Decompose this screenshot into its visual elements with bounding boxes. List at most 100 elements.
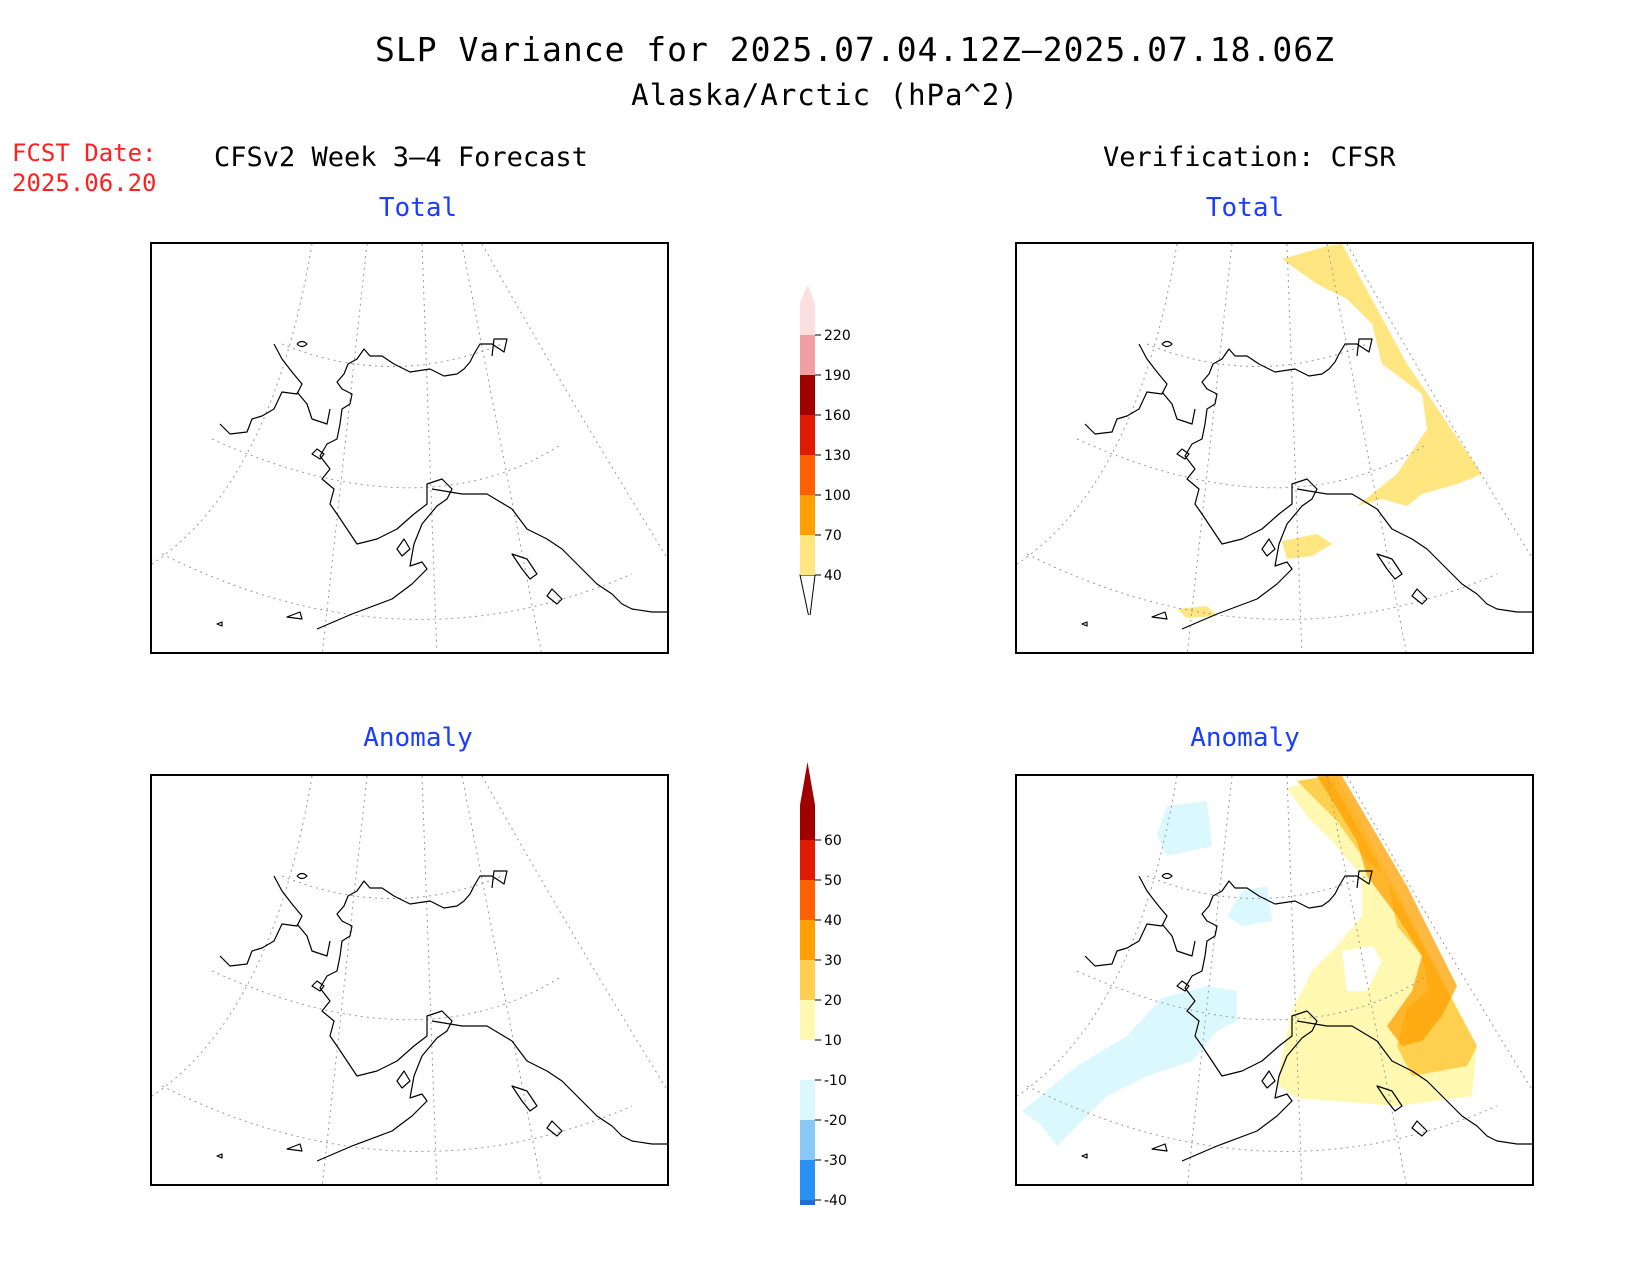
colorbar-tick-label: -40 [824, 1193, 847, 1205]
graticule-line [1346, 776, 1532, 1091]
colorbar-tick-label: -10 [824, 1073, 847, 1089]
coastline [1411, 1120, 1428, 1137]
verification-anomaly-map-canvas [1017, 776, 1532, 1184]
coastline [286, 1143, 303, 1152]
graticule-line [1186, 244, 1233, 652]
forecast-total-map [150, 242, 669, 654]
graticule-line [421, 776, 438, 1184]
colorbar-swatch [800, 335, 815, 375]
coastline [296, 340, 308, 348]
graticule-line [211, 970, 563, 1021]
forecast-total-map-canvas [152, 244, 667, 652]
forecast-date-value: 2025.06.20 [12, 169, 157, 197]
graticule-line [152, 244, 313, 565]
graticule-line [481, 244, 667, 559]
forecast-date-caption: FCST Date: [12, 139, 157, 167]
coastline [316, 338, 508, 630]
coastline [286, 611, 303, 620]
graticule-line [1346, 244, 1532, 559]
coastline [219, 875, 303, 967]
verification-anomaly-map [1015, 774, 1534, 1186]
colorbar-tick-label: 190 [824, 368, 851, 384]
graticule-line [1076, 438, 1428, 489]
colorbar-tick-label: 40 [824, 568, 842, 584]
graticule-line [1026, 553, 1498, 620]
colorbar-swatch [800, 1200, 815, 1205]
coastline [396, 1070, 411, 1089]
colorbar-tick-label: 100 [824, 488, 851, 504]
verification-column-header: Verification: CFSR [1103, 142, 1396, 173]
forecast-column-header: CFSv2 Week 3–4 Forecast [214, 142, 588, 173]
graticule-line [321, 244, 368, 652]
coastline [216, 1153, 223, 1159]
forecast-anomaly-title: Anomaly [363, 723, 473, 753]
colorbar-swatch [800, 415, 815, 455]
coastline [1084, 343, 1168, 435]
colorbar-swatch [800, 285, 815, 335]
graticule-line [321, 776, 368, 1184]
coastline [546, 1120, 563, 1137]
colorbar-swatch [800, 455, 815, 495]
graticule-line [1286, 244, 1303, 652]
coastline [511, 553, 538, 580]
colorbar-swatch [800, 840, 815, 880]
graticule-line [461, 776, 542, 1184]
subtitle: Alaska/Arctic (hPa^2) [631, 78, 1019, 112]
colorbar-tick-label: 30 [824, 953, 842, 969]
coastline [1151, 611, 1168, 620]
colorbar-tick-label: 50 [824, 873, 842, 889]
graticule-line [152, 776, 313, 1097]
colorbar-swatch [800, 375, 815, 415]
coastline [216, 621, 223, 627]
colorbar-swatch [800, 1160, 815, 1200]
graticule-line [421, 244, 438, 652]
coastline [431, 488, 667, 613]
colorbar-tick-label: 40 [824, 913, 842, 929]
colorbar-lower-triangle [799, 574, 816, 615]
coastline [396, 538, 411, 557]
coastline [1376, 553, 1403, 580]
coastline [1296, 1020, 1532, 1145]
verification-total-map [1015, 242, 1534, 654]
forecast-anomaly-map [150, 774, 669, 1186]
coastline [1081, 1153, 1088, 1159]
colorbar-swatch [800, 960, 815, 1000]
coastline [219, 343, 303, 435]
coastline [1161, 872, 1173, 880]
colorbar-swatch [800, 1080, 815, 1120]
colorbar-swatch [800, 495, 815, 535]
coastline [1181, 870, 1373, 1162]
colorbar-tick-label: -30 [824, 1153, 847, 1169]
graticule-line [161, 553, 633, 620]
coastline [296, 391, 331, 425]
graticule-line [1326, 776, 1407, 1184]
colorbar-tick-label: 160 [824, 408, 851, 424]
coastline [1376, 1085, 1403, 1112]
colorbar-tick-label: 10 [824, 1033, 842, 1049]
verification-total-title: Total [1205, 193, 1285, 223]
colorbar-tick-label: 130 [824, 448, 851, 464]
graticule-line [461, 244, 542, 652]
graticule-line [161, 1085, 633, 1152]
coastline [1161, 391, 1196, 425]
coastline [1161, 923, 1196, 957]
coastline [546, 588, 563, 605]
coastline [1081, 621, 1088, 627]
coastline [311, 980, 325, 992]
colorbar-swatch [800, 762, 815, 840]
coastline [1261, 538, 1276, 557]
graticule-line [1017, 244, 1178, 565]
colorbar-tick-label: -20 [824, 1113, 847, 1129]
verification-total-shading [1177, 244, 1482, 618]
coastline [1261, 1070, 1276, 1089]
forecast-total-title: Total [378, 193, 458, 223]
forecast-anomaly-map-canvas [152, 776, 667, 1184]
verification-anomaly-shading [1022, 776, 1477, 1146]
verification-anomaly-title: Anomaly [1190, 723, 1300, 753]
coastline [1411, 588, 1428, 605]
coastline [296, 923, 331, 957]
graticule-line [1286, 776, 1303, 1184]
coastline [511, 1085, 538, 1112]
anomaly-colorbar: 60 50 40 30 20 10 -10 -20 -30 -40 [800, 762, 847, 1205]
colorbar-tick-label: 60 [824, 833, 842, 849]
